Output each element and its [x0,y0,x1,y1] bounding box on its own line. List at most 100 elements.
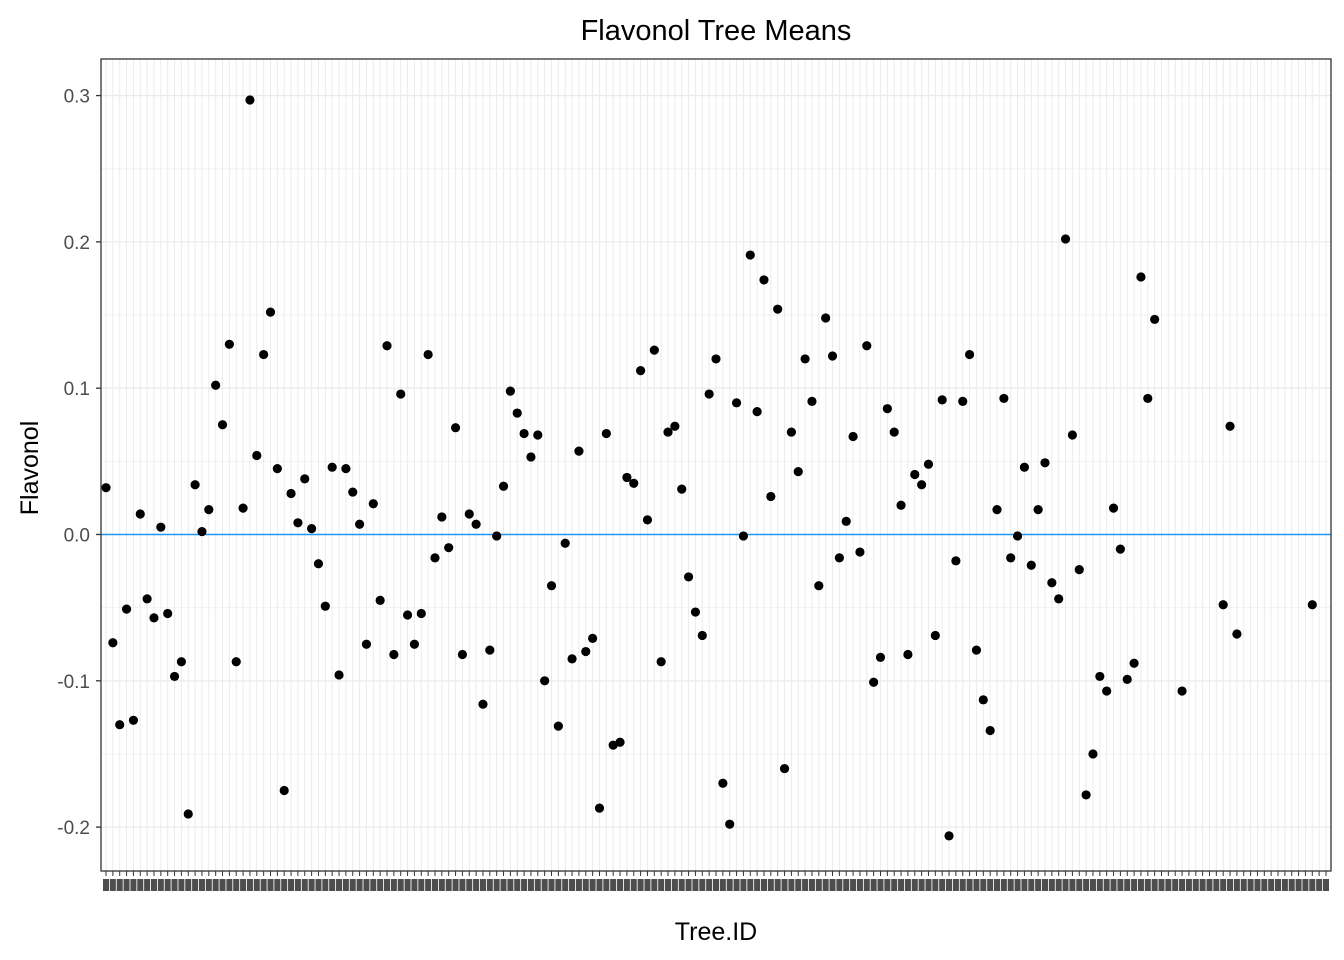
data-point [204,505,214,515]
x-tick-label [1000,879,1007,891]
x-tick-label [1014,879,1021,891]
data-point [738,531,749,541]
data-point [807,396,817,406]
x-tick-label [925,879,932,891]
x-tick-label [1062,879,1069,891]
x-tick-label [678,879,685,891]
data-point [265,307,276,317]
x-tick-label [891,879,898,891]
x-tick-label [185,879,192,891]
data-point [1122,674,1132,684]
data-point [478,699,488,709]
data-point [999,393,1009,404]
data-point [903,649,913,660]
data-point [512,408,522,418]
x-tick-label [1021,879,1028,891]
data-point [464,509,474,519]
data-point [149,613,159,623]
data-point [615,737,625,747]
x-tick-label [315,879,322,891]
data-point [855,547,865,557]
x-tick-label [658,879,665,891]
x-tick-label [1240,879,1247,891]
y-tick-label: 0.2 [64,233,90,254]
x-tick-label [1096,879,1103,891]
data-point [567,654,577,664]
x-tick-label [959,879,966,891]
x-tick-label [589,879,596,891]
x-tick-label [1288,879,1295,891]
x-tick-label [1233,879,1240,891]
x-tick-label [952,879,959,891]
x-tick-label [747,879,754,891]
x-tick-label [397,879,404,891]
x-tick-label [1309,879,1316,891]
x-tick-label [1124,879,1131,891]
x-tick-label [294,879,301,891]
data-point [1129,658,1139,668]
data-point [1150,314,1160,325]
x-tick-label [164,879,171,891]
x-tick-label [1069,879,1076,891]
x-tick-label [1110,879,1117,891]
data-point [437,512,447,522]
data-point [1040,458,1050,468]
data-point [814,581,824,591]
data-point [334,670,344,680]
x-tick-label [1192,879,1199,891]
x-tick-label [486,879,493,891]
x-tick-label [980,879,987,891]
data-point [354,519,365,529]
data-point [677,484,687,494]
data-point [1307,600,1317,610]
x-tick-label [802,879,809,891]
x-tick-label [349,879,356,891]
x-tick-label [219,879,226,891]
data-point [224,339,234,349]
x-tick-label [308,879,315,891]
x-tick-label [987,879,994,891]
y-tick-label: 0.3 [64,87,90,108]
x-tick-label [1172,879,1179,891]
data-point [752,406,762,417]
x-tick-label [212,879,219,891]
data-point [142,594,152,604]
data-point [1177,686,1187,696]
data-point [382,341,392,351]
data-point [190,480,200,490]
data-point [930,630,940,641]
data-point [704,389,714,399]
y-tick-label: 0.1 [64,379,90,400]
x-tick-label [1227,879,1234,891]
x-tick-label [1076,879,1083,891]
data-point [697,630,707,641]
x-tick-label [288,879,295,891]
data-point [169,671,180,682]
x-tick-label [788,879,795,891]
data-point [896,500,906,510]
x-tick-label [603,879,610,891]
x-tick-label [260,879,267,891]
x-tick-label [870,879,877,891]
x-tick-label [946,879,953,891]
x-tick-label [904,879,911,891]
data-point [560,538,570,548]
data-point [115,720,125,730]
data-point [176,657,186,667]
x-tick-label [994,879,1001,891]
data-point [546,581,557,591]
data-point [656,657,666,667]
x-tick-label [1185,879,1192,891]
x-tick-label [569,879,576,891]
data-point [101,483,111,493]
data-point [923,459,934,469]
data-point [793,466,803,477]
data-point [629,478,639,488]
data-point [416,608,426,619]
data-point [286,488,296,499]
x-tick-label [898,879,905,891]
data-point [1074,565,1084,575]
x-tick-label [754,879,761,891]
data-point [875,652,886,662]
x-tick-label [1103,879,1110,891]
